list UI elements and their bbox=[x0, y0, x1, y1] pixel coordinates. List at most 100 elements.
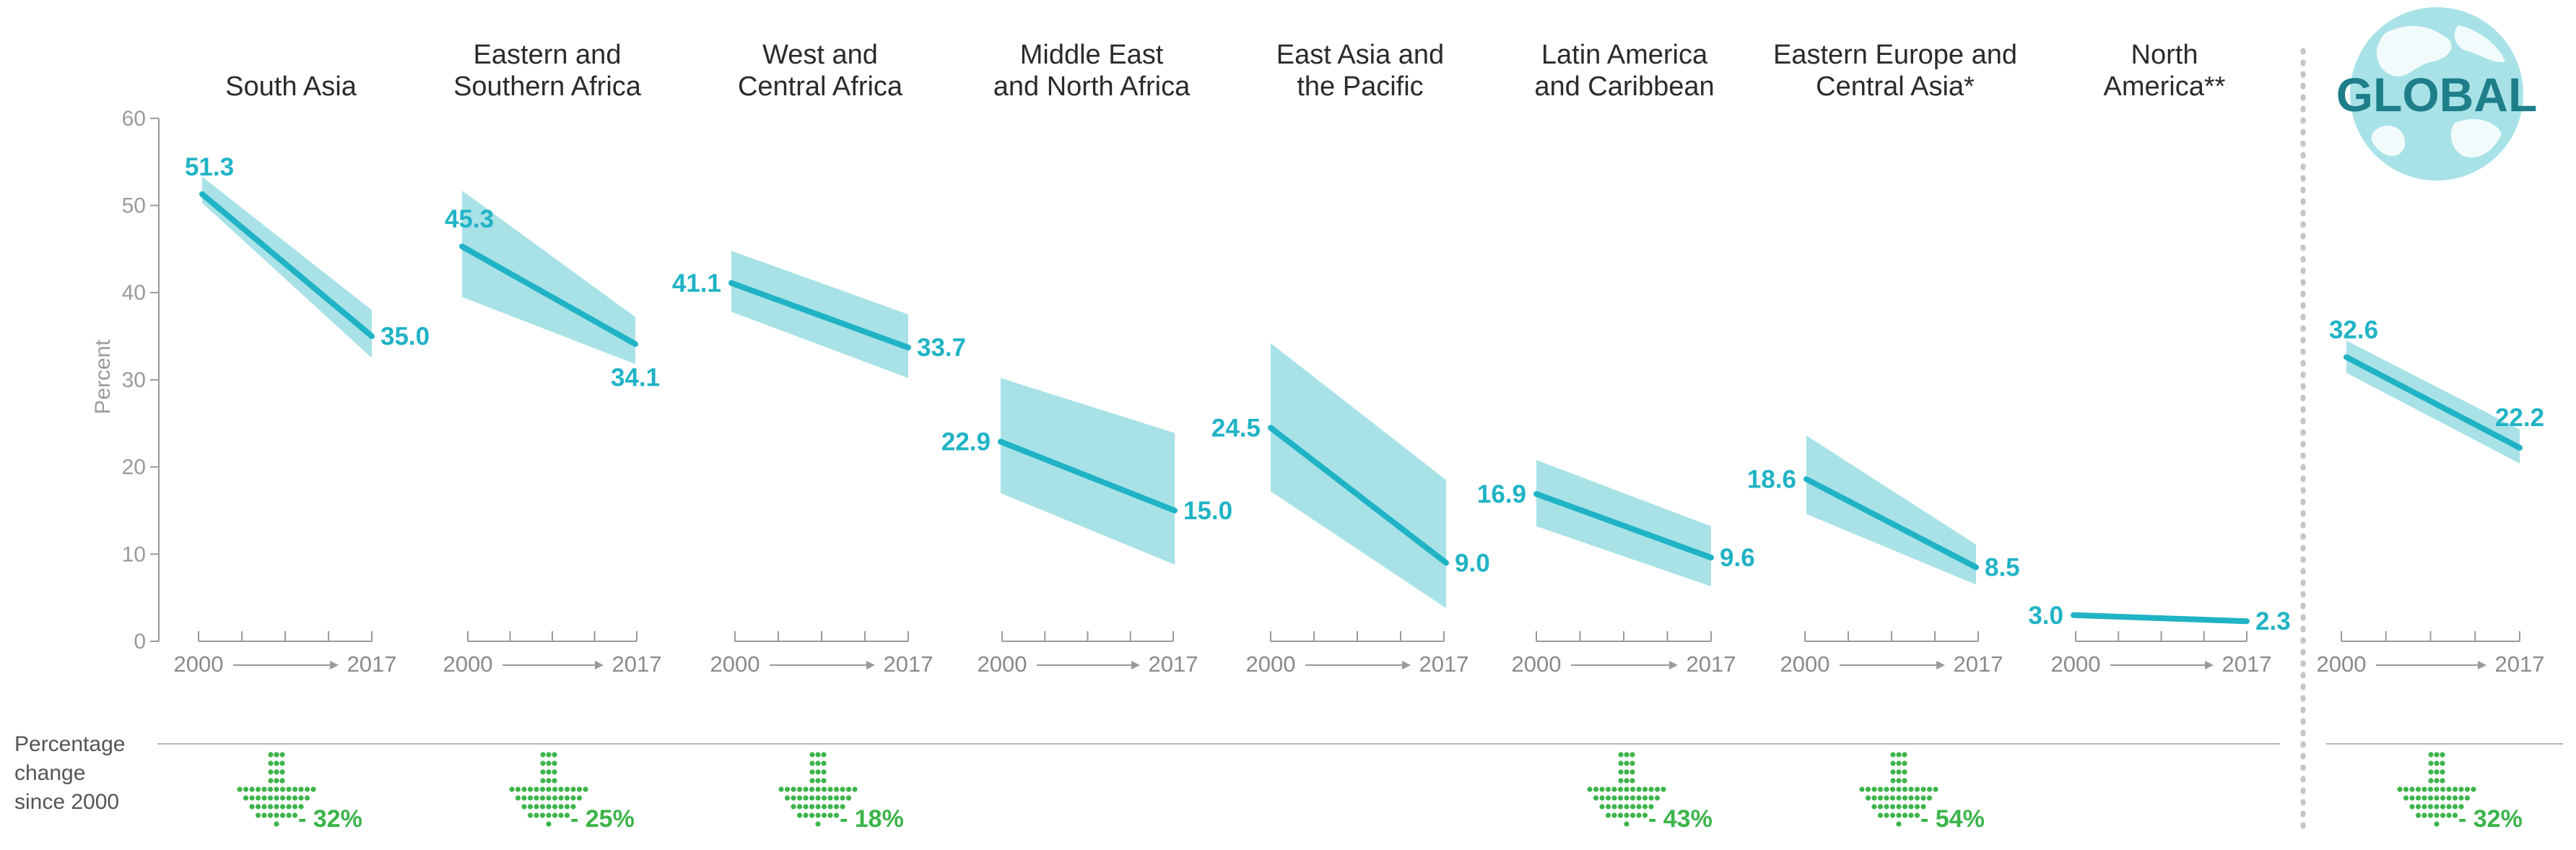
arrow-dot bbox=[255, 795, 261, 801]
arrow-dot bbox=[1624, 804, 1629, 810]
arrow-dot bbox=[2446, 804, 2452, 810]
arrow-dot bbox=[570, 786, 576, 792]
y-axis-title: Percent bbox=[91, 339, 115, 415]
arrow-dot bbox=[1617, 812, 1624, 818]
arrow-dot bbox=[255, 812, 261, 818]
arrow-dot bbox=[2452, 812, 2458, 818]
arrow-dot bbox=[237, 786, 243, 792]
arrow-dot bbox=[833, 786, 840, 792]
time-arrow-head bbox=[595, 661, 604, 669]
arrow-dot bbox=[2464, 795, 2471, 801]
arrow-dot bbox=[2446, 795, 2452, 801]
arrow-dot bbox=[552, 752, 557, 758]
arrow-dot bbox=[274, 812, 279, 818]
arrow-dot bbox=[840, 786, 845, 792]
arrow-dot bbox=[1605, 812, 1611, 818]
arrow-dot bbox=[521, 786, 527, 792]
arrow-dot bbox=[1865, 795, 1871, 801]
arrow-dot bbox=[2440, 760, 2445, 766]
arrow-dot bbox=[274, 795, 279, 801]
arrow-dot bbox=[1599, 795, 1605, 801]
arrow-dot bbox=[1884, 804, 1889, 810]
arrow-dot bbox=[274, 752, 279, 758]
end-value-label: 33.7 bbox=[917, 334, 966, 362]
decrease-arrow-icon bbox=[778, 752, 858, 827]
decrease-arrow-icon bbox=[2397, 752, 2476, 827]
arrow-dot bbox=[2464, 786, 2471, 792]
arrow-dot bbox=[2415, 804, 2421, 810]
arrow-dot bbox=[1636, 804, 1642, 810]
panel-title: East Asia and bbox=[1276, 40, 1444, 70]
percentage-change-label-line: Percentage bbox=[14, 732, 125, 756]
arrow-dot bbox=[1624, 786, 1629, 792]
arrow-dot bbox=[796, 804, 803, 810]
arrow-dot bbox=[534, 795, 539, 801]
global-badge-text: GLOBAL bbox=[2336, 68, 2538, 121]
arrow-dot bbox=[546, 786, 552, 792]
arrow-dot bbox=[1926, 786, 1933, 792]
panel-title: Central Asia* bbox=[1816, 71, 1975, 102]
arrow-dot bbox=[1624, 795, 1629, 801]
arrow-dot bbox=[1914, 812, 1920, 818]
arrow-dot bbox=[540, 769, 546, 775]
panel-title: Central Africa bbox=[738, 71, 903, 102]
arrow-dot bbox=[268, 778, 274, 784]
arrow-dot bbox=[1859, 786, 1865, 792]
arrow-dot bbox=[279, 760, 285, 766]
arrow-dot bbox=[268, 752, 274, 758]
arrow-dot bbox=[1611, 795, 1617, 801]
trend-line bbox=[459, 243, 638, 347]
arrow-dot bbox=[286, 786, 292, 792]
arrow-dot bbox=[840, 804, 845, 810]
arrow-dot bbox=[827, 786, 833, 792]
x-axis: 2000 2017 bbox=[1780, 631, 2003, 677]
arrow-dot bbox=[570, 795, 576, 801]
arrow-dot bbox=[2458, 795, 2464, 801]
x-axis: 2000 2017 bbox=[443, 631, 661, 677]
arrow-dot bbox=[2428, 769, 2434, 775]
arrow-dot bbox=[1865, 786, 1871, 792]
arrow-dot bbox=[552, 769, 557, 775]
arrow-dot bbox=[274, 804, 279, 810]
arrow-dot bbox=[1629, 804, 1636, 810]
arrow-dot bbox=[304, 786, 310, 792]
arrow-dot bbox=[1896, 760, 1902, 766]
arrow-dot bbox=[791, 795, 796, 801]
arrow-dot bbox=[1624, 760, 1629, 766]
arrow-dot bbox=[310, 786, 316, 792]
arrow-dot bbox=[558, 786, 564, 792]
arrow-dot bbox=[261, 786, 267, 792]
arrow-dot bbox=[1890, 760, 1896, 766]
panel-title: Eastern and bbox=[474, 40, 622, 70]
time-arrow-head bbox=[1669, 661, 1678, 669]
arrow-dot bbox=[279, 778, 285, 784]
arrow-dot bbox=[833, 804, 840, 810]
end-value-label: 8.5 bbox=[1985, 553, 2020, 581]
arrow-dot bbox=[1902, 752, 1907, 758]
arrow-dot bbox=[2427, 812, 2434, 818]
arrow-dot bbox=[1902, 760, 1907, 766]
arrow-dot bbox=[1642, 812, 1648, 818]
arrow-dot bbox=[267, 795, 274, 801]
arrow-dot bbox=[558, 795, 564, 801]
panel-global: 32.6 22.2 2000 2017 - 32% bbox=[2317, 316, 2545, 833]
arrow-dot bbox=[2415, 812, 2421, 818]
start-value-label: 18.6 bbox=[1747, 465, 1796, 493]
arrow-dot bbox=[815, 760, 821, 766]
arrow-dot bbox=[292, 786, 298, 792]
arrow-dot bbox=[1896, 795, 1902, 801]
arrow-dot bbox=[2434, 760, 2440, 766]
arrow-dot bbox=[1642, 786, 1648, 792]
arrow-dot bbox=[279, 804, 286, 810]
end-value-label: 9.6 bbox=[1720, 544, 1755, 572]
trend-line bbox=[1268, 425, 1449, 566]
arrow-dot bbox=[539, 786, 546, 792]
arrow-dot bbox=[1896, 778, 1902, 784]
panel-title: Middle East bbox=[1020, 40, 1164, 70]
arrow-dot bbox=[1654, 795, 1661, 801]
arrow-dot bbox=[2434, 804, 2440, 810]
arrow-dot bbox=[1629, 769, 1635, 775]
arrow-dot bbox=[815, 804, 821, 810]
x-start-year: 2000 bbox=[710, 651, 760, 677]
